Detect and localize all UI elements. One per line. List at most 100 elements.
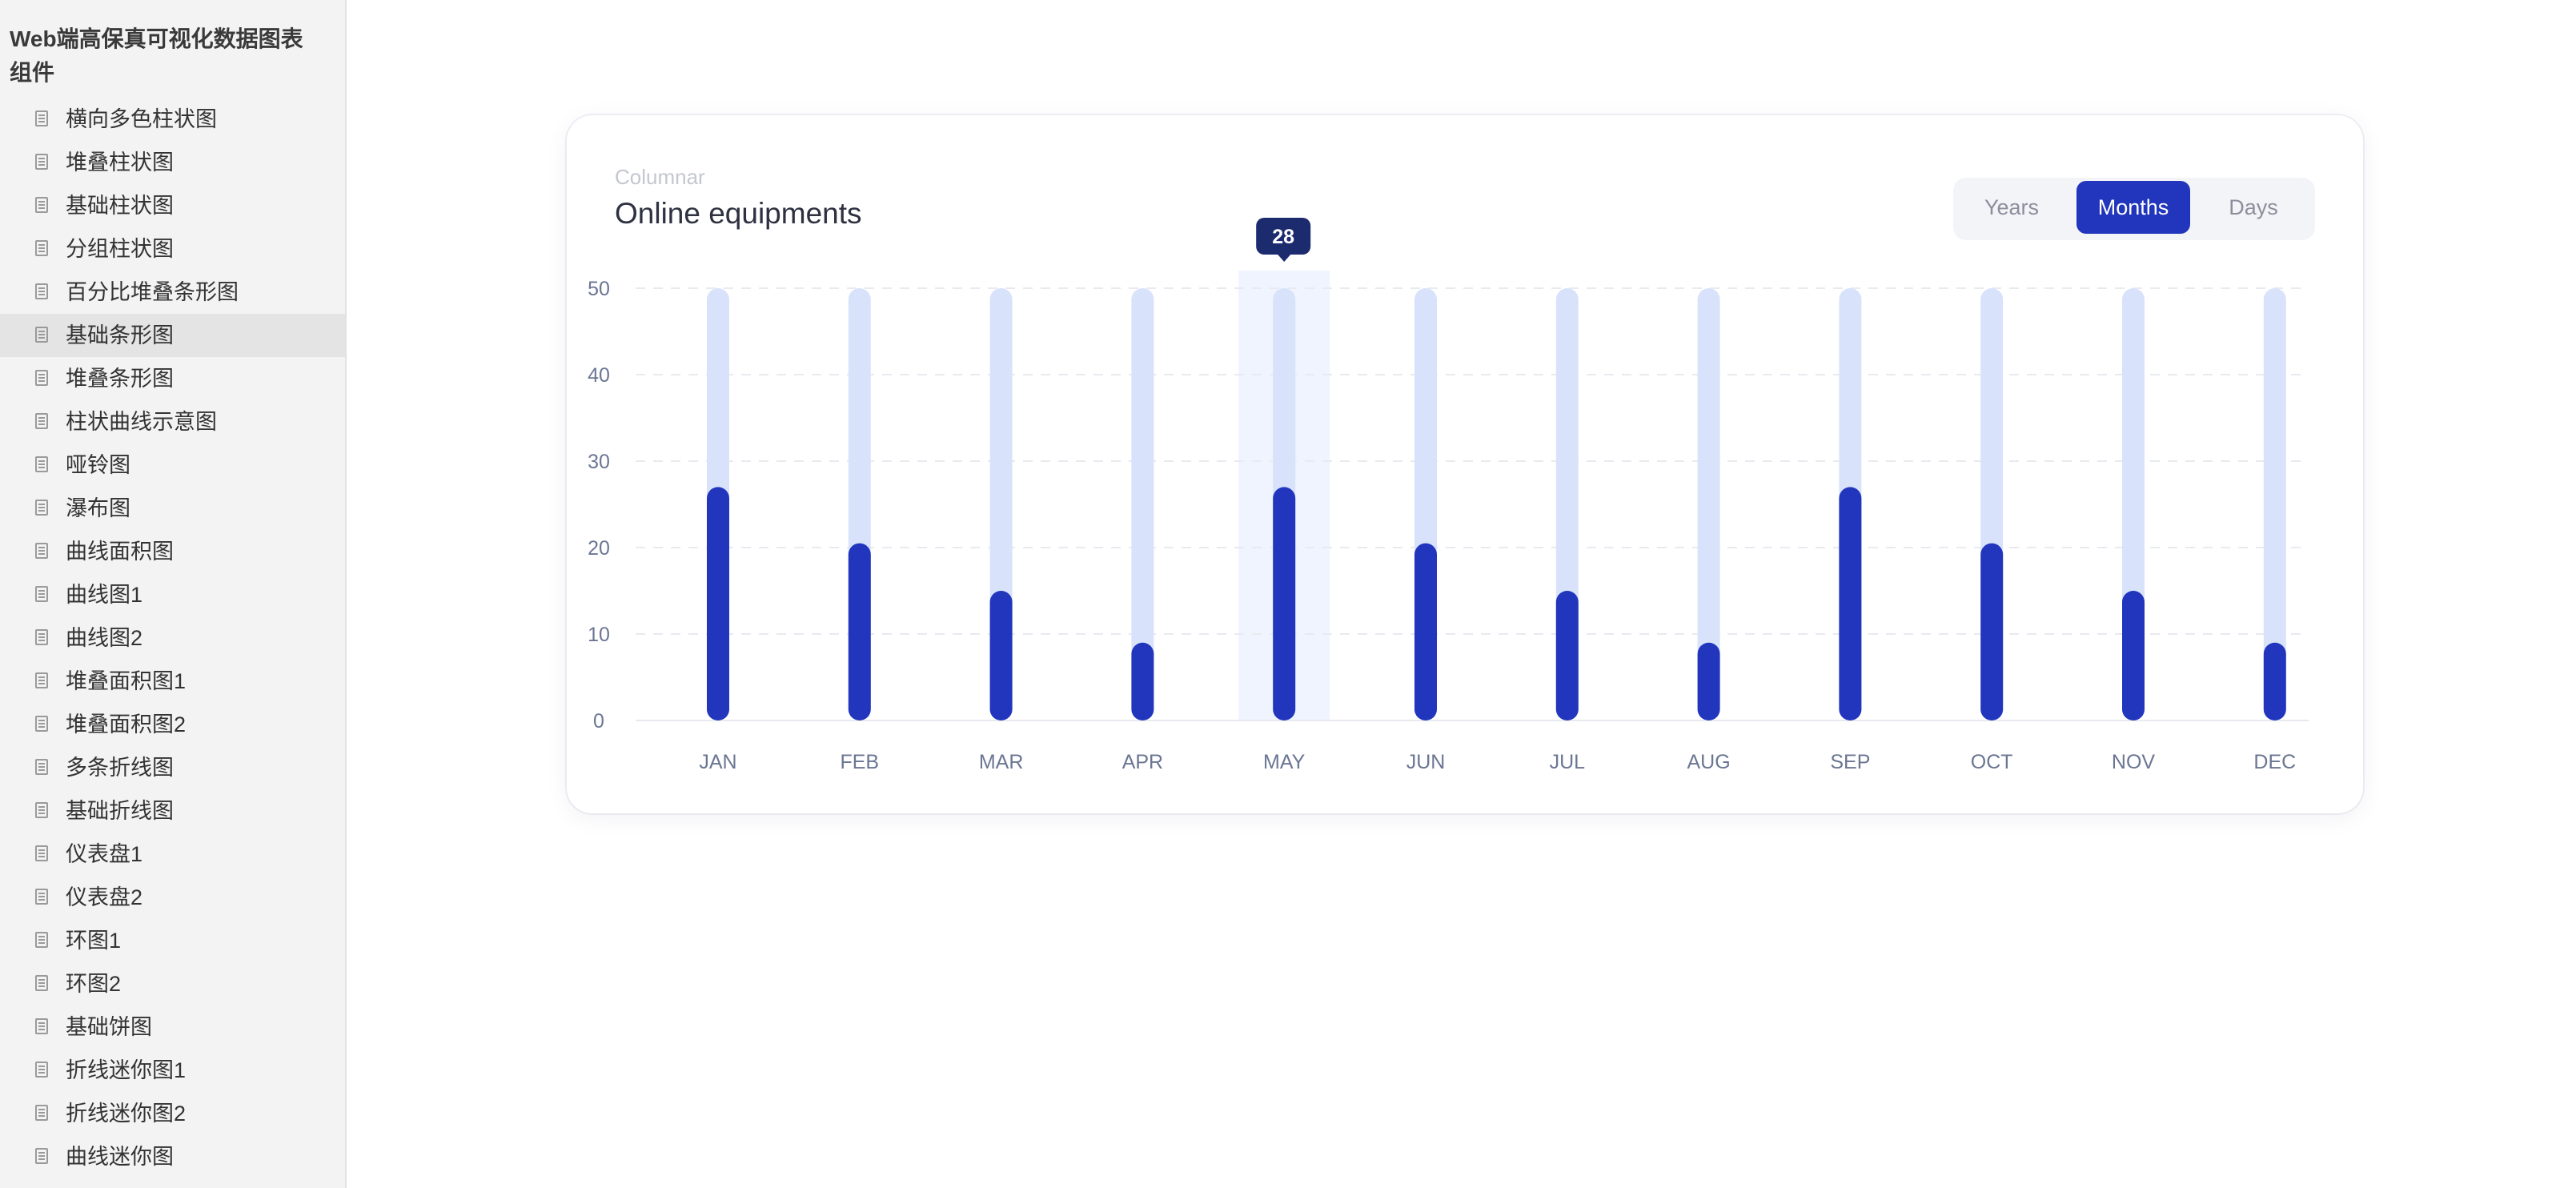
sidebar-item[interactable]: 堆叠面积图1 [0,660,345,703]
x-tick-label: SEP [1830,751,1870,773]
document-icon [35,1105,48,1121]
segment-days-button[interactable]: Days [2229,195,2278,219]
y-tick-label: 40 [588,364,610,387]
sidebar-item[interactable]: 环图1 [0,919,345,962]
tooltip-value: 28 [1272,226,1294,248]
document-icon [35,413,48,429]
document-icon [35,716,48,732]
y-tick-label: 0 [593,710,604,732]
sidebar-item-label: 曲线图2 [66,626,143,650]
sidebar-item-label: 折线迷你图1 [66,1058,187,1082]
sidebar-item[interactable]: 基础柱状图 [0,184,345,227]
sidebar-item-label: 曲线迷你图 [66,1145,174,1169]
sidebar-item-label: 基础折线图 [66,799,174,823]
bar [707,487,729,720]
bar [1697,642,1720,720]
x-tick-label: JUL [1550,751,1586,773]
chart-title: Online equipments [615,197,862,230]
x-tick-label: FEB [840,751,879,773]
x-tick-label: MAY [1263,751,1306,773]
sidebar-list: 横向多色柱状图堆叠柱状图基础柱状图分组柱状图百分比堆叠条形图 基础条形图堆叠条形图… [0,98,345,1178]
sidebar-item[interactable]: 折线迷你图1 [0,1049,345,1092]
tooltip-pointer [1278,255,1291,262]
document-icon [35,845,48,861]
sidebar-item[interactable]: 堆叠柱状图 [0,141,345,184]
sidebar-item[interactable]: 瀑布图 [0,487,345,530]
document-icon [35,110,48,126]
document-icon [35,932,48,948]
sidebar-item[interactable]: 基础折线图 [0,789,345,833]
document-icon [35,1018,48,1034]
document-icon [35,975,48,991]
sidebar-item-label: 堆叠条形图 [66,367,174,391]
document-icon [35,889,48,905]
sidebar-item[interactable]: 堆叠面积图2 [0,703,345,746]
sidebar-item[interactable]: 曲线面积图 [0,530,345,573]
segment-years-button[interactable]: Years [1984,195,2040,219]
x-tick-label: DEC [2253,751,2296,773]
y-tick-label: 10 [588,624,610,646]
sidebar-item[interactable]: 曲线图2 [0,616,345,660]
sidebar-item[interactable]: 仪表盘2 [0,876,345,919]
sidebar-item[interactable]: 仪表盘1 [0,833,345,876]
document-icon [35,500,48,516]
sidebar-item[interactable]: 基础饼图 [0,1005,345,1049]
document-icon [35,197,48,213]
sidebar-item[interactable]: 曲线图1 [0,573,345,616]
document-icon [35,1062,48,1078]
y-tick-label: 20 [588,537,610,560]
sidebar-item-label: 环图2 [66,972,122,996]
sidebar-item[interactable]: 折线迷你图2 [0,1092,345,1135]
sidebar-item[interactable]: 柱状曲线示意图 [0,400,345,443]
bar-track [2263,288,2286,720]
y-tick-label: 50 [588,278,610,300]
sidebar-item[interactable]: 堆叠条形图 [0,357,345,400]
bar [1980,543,2004,720]
document-icon [35,759,48,775]
sidebar-item-label: 堆叠面积图1 [66,669,187,693]
sidebar-item[interactable]: 环图2 [0,962,345,1005]
sidebar-item-label: 瀑布图 [66,496,130,520]
x-tick-label: APR [1122,751,1163,773]
bar-track [1697,288,1720,720]
document-icon [35,629,48,645]
document-icon [35,327,48,343]
sidebar-item[interactable]: 百分比堆叠条形图 [0,271,345,314]
sidebar-item[interactable]: 基础条形图 [0,314,345,357]
bar [2263,642,2286,720]
sidebar-item-label: 折线迷你图2 [66,1102,187,1126]
sidebar-item[interactable]: 哑铃图 [0,443,345,487]
sidebar-item[interactable]: 分组柱状图 [0,227,345,271]
segment-months-button[interactable]: Months [2076,181,2190,234]
sidebar-item[interactable]: 横向多色柱状图 [0,98,345,141]
sidebar-item-label: 哑铃图 [66,453,130,477]
sidebar: Web端高保真可视化数据图表组件 横向多色柱状图堆叠柱状图基础柱状图分组柱状图百… [0,0,347,1188]
bar-track [1131,288,1154,720]
bar [1839,487,1862,720]
sidebar-item-label: 基础柱状图 [66,194,174,218]
sidebar-item-label: 柱状曲线示意图 [66,410,217,434]
sidebar-title: Web端高保真可视化数据图表组件 [10,26,303,85]
sidebar-item-label: 堆叠柱状图 [66,151,174,175]
document-icon [35,586,48,602]
x-tick-label: NOV [2112,751,2156,773]
sidebar-item-label: 环图1 [66,929,122,953]
document-icon [35,543,48,559]
bar [1131,642,1154,720]
document-icon [35,283,48,299]
sidebar-item-label: 堆叠面积图2 [66,712,187,736]
document-icon [35,240,48,256]
x-tick-label: AUG [1687,751,1731,773]
x-tick-label: JAN [699,751,736,773]
x-tick-label: JUN [1406,751,1446,773]
document-icon [35,1148,48,1164]
sidebar-item[interactable]: 多条折线图 [0,746,345,789]
x-tick-label: MAR [979,751,1024,773]
bar [1414,543,1437,720]
sidebar-item-label: 分组柱状图 [66,237,174,261]
sidebar-item-label: 仪表盘2 [66,885,143,909]
sidebar-item-label: 多条折线图 [66,756,174,780]
sidebar-item[interactable]: 曲线迷你图 [0,1135,345,1178]
period-switch: Years Months Days [1953,178,2315,240]
document-icon [35,154,48,170]
